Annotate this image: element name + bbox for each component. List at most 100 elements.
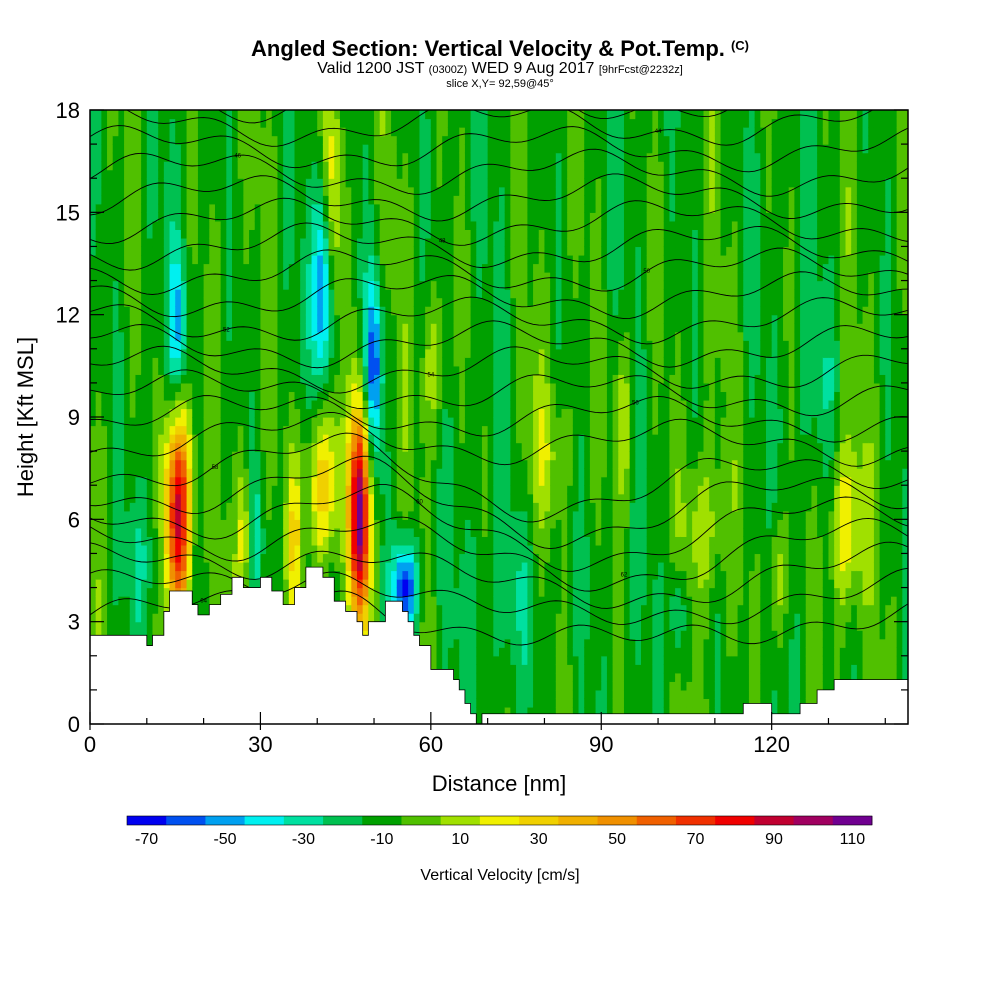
velocity-cell: [459, 144, 466, 154]
velocity-cell: [112, 186, 119, 196]
velocity-cell: [317, 468, 324, 478]
velocity-cell: [112, 630, 119, 640]
velocity-cell: [214, 229, 222, 239]
velocity-cell: [419, 425, 426, 435]
velocity-cell: [237, 118, 244, 128]
velocity-cell: [277, 246, 284, 256]
velocity-cell: [459, 468, 466, 478]
velocity-cell: [379, 425, 386, 435]
velocity-cell: [453, 553, 460, 563]
velocity-cell: [124, 561, 131, 572]
velocity-cell: [101, 263, 108, 273]
velocity-cell: [186, 186, 193, 196]
velocity-cell: [317, 306, 324, 316]
velocity-cell: [209, 570, 216, 580]
velocity-cell: [232, 544, 239, 555]
velocity-cell: [368, 280, 375, 290]
velocity-cell: [197, 374, 205, 384]
velocity-cell: [374, 246, 381, 256]
velocity-cell: [345, 476, 352, 486]
velocity-cell: [351, 246, 358, 256]
velocity-cell: [447, 314, 455, 324]
velocity-cell: [90, 314, 97, 324]
velocity-cell: [288, 544, 296, 555]
velocity-cell: [112, 220, 119, 230]
velocity-cell: [260, 442, 267, 452]
velocity-cell: [192, 110, 199, 120]
velocity-cell: [305, 476, 313, 486]
velocity-cell: [322, 527, 330, 537]
velocity-cell: [385, 203, 392, 213]
velocity-cell: [95, 144, 102, 154]
velocity-cell: [368, 442, 375, 452]
velocity-cell: [169, 442, 176, 452]
velocity-cell: [226, 178, 233, 188]
velocity-cell: [476, 698, 483, 708]
velocity-cell: [209, 161, 216, 171]
velocity-cell: [254, 186, 262, 196]
velocity-cell: [385, 493, 392, 503]
velocity-cell: [345, 604, 352, 614]
velocity-cell: [101, 442, 108, 452]
velocity-cell: [124, 306, 131, 316]
velocity-cell: [362, 323, 369, 333]
velocity-cell: [101, 630, 108, 640]
velocity-cell: [425, 408, 432, 418]
velocity-cell: [158, 451, 165, 461]
velocity-cell: [169, 127, 176, 137]
velocity-cell: [470, 408, 477, 418]
velocity-cell: [192, 348, 199, 358]
velocity-cell: [356, 127, 364, 137]
velocity-cell: [152, 118, 159, 128]
velocity-cell: [243, 323, 250, 333]
velocity-cell: [180, 144, 188, 154]
velocity-cell: [260, 297, 267, 307]
velocity-cell: [396, 417, 404, 427]
velocity-cell: [334, 314, 341, 324]
velocity-cell: [345, 468, 352, 478]
velocity-cell: [356, 340, 364, 350]
velocity-cell: [95, 493, 102, 503]
velocity-cell: [214, 280, 222, 290]
velocity-cell: [266, 348, 273, 358]
velocity-cell: [129, 621, 137, 631]
velocity-cell: [192, 382, 199, 393]
velocity-cell: [220, 493, 227, 503]
velocity-cell: [305, 340, 313, 350]
velocity-cell: [379, 510, 386, 520]
velocity-cell: [209, 340, 216, 350]
velocity-cell: [107, 374, 114, 384]
velocity-cell: [464, 655, 472, 665]
velocity-cell: [112, 621, 119, 631]
velocity-cell: [129, 323, 137, 333]
velocity-cell: [101, 135, 108, 145]
velocity-cell: [311, 485, 318, 495]
velocity-cell: [351, 399, 358, 410]
velocity-cell: [294, 399, 301, 410]
velocity-cell: [430, 553, 438, 563]
velocity-cell: [129, 263, 137, 273]
velocity-cell: [141, 604, 148, 614]
velocity-cell: [152, 587, 159, 597]
velocity-cell: [396, 553, 404, 563]
velocity-cell: [430, 323, 438, 333]
velocity-cell: [220, 195, 227, 205]
velocity-cell: [396, 527, 404, 537]
velocity-cell: [180, 536, 188, 546]
velocity-cell: [419, 323, 426, 333]
velocity-cell: [464, 382, 472, 393]
velocity-cell: [112, 203, 119, 213]
velocity-cell: [124, 476, 131, 486]
velocity-cell: [266, 408, 273, 418]
velocity-cell: [146, 434, 154, 444]
velocity-cell: [334, 596, 341, 606]
velocity-cell: [408, 434, 415, 444]
velocity-cell: [277, 195, 284, 205]
velocity-cell: [95, 220, 102, 230]
velocity-cell: [203, 254, 210, 265]
velocity-cell: [288, 314, 296, 324]
velocity-cell: [209, 459, 216, 469]
velocity-cell: [300, 169, 307, 179]
velocity-cell: [345, 417, 352, 427]
velocity-cell: [447, 664, 455, 674]
